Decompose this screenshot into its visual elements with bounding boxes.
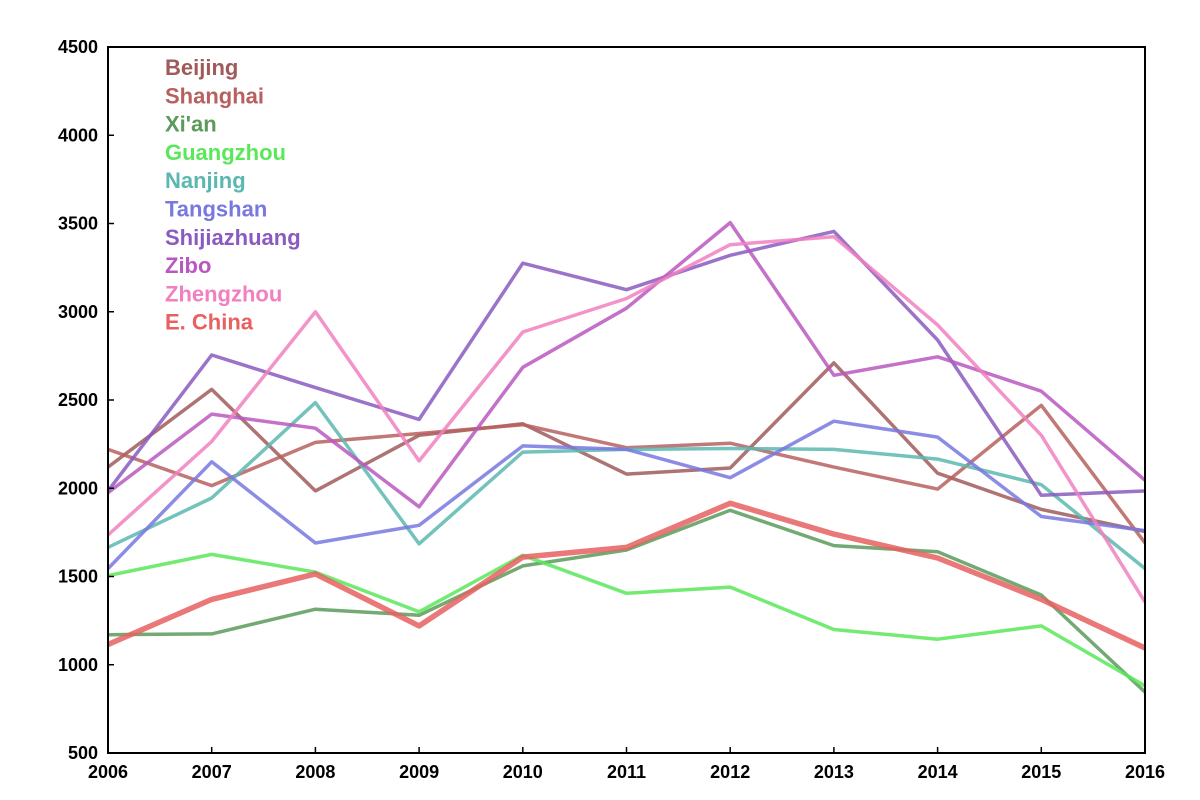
y-tick-label: 4000 [58, 125, 98, 145]
legend-entry-xi-an: Xi'an [165, 112, 217, 137]
y-tick-label: 2500 [58, 390, 98, 410]
series-line-shijiazhuang [106, 229, 1146, 498]
y-tick-label: 1000 [58, 655, 98, 675]
series-line-nanjing [107, 400, 1147, 570]
x-tick-label: 2010 [503, 762, 543, 782]
x-tick-label: 2015 [1021, 762, 1061, 782]
x-tick-label: 2014 [918, 762, 958, 782]
y-tick-label: 2000 [58, 478, 98, 498]
series-line-zhengzhou [106, 234, 1147, 604]
x-tick-label: 2016 [1125, 762, 1165, 782]
legend-entry-nanjing: Nanjing [165, 168, 246, 193]
x-tick-label: 2009 [399, 762, 439, 782]
x-tick-label: 2007 [192, 762, 232, 782]
series-line-tangshan [106, 419, 1146, 570]
y-tick-label: 3500 [58, 214, 98, 234]
x-tick-label: 2013 [814, 762, 854, 782]
legend-entry-zhengzhou: Zhengzhou [165, 281, 282, 306]
legend-entry-beijing: Beijing [165, 55, 238, 80]
x-tick-label: 2011 [607, 762, 646, 782]
y-tick-label: 1500 [58, 567, 98, 587]
legend-entry-tangshan: Tangshan [165, 197, 267, 222]
y-axis: 500 1000 1500 2000 2500 3000 3500 4000 4500 [58, 37, 114, 763]
series-line-zibo [106, 220, 1147, 509]
y-tick-label: 4500 [58, 37, 98, 57]
x-tick-label: 2006 [88, 762, 128, 782]
legend-entry-zibo: Zibo [165, 253, 211, 278]
legend-entry-e-china: E. China [165, 310, 254, 335]
x-axis: 2006 2007 2008 2009 2010 2011 2012 2013 2014 2015… [88, 747, 1165, 782]
y-tick-label: 500 [68, 743, 98, 763]
legend-entry-guangzhou: Guangzhou [165, 140, 286, 165]
legend: Beijing Shanghai Xi'an Guangzhou Nanjing Tang… [165, 55, 301, 335]
x-tick-label: 2012 [710, 762, 750, 782]
y-tick-label: 3000 [58, 302, 98, 322]
series-line-xi-an [107, 508, 1147, 694]
x-tick-label: 2008 [295, 762, 335, 782]
legend-entry-shijiazhuang: Shijiazhuang [165, 225, 301, 250]
legend-entry-shanghai: Shanghai [165, 83, 264, 108]
series-line-e-china [106, 500, 1147, 651]
series-layer [106, 220, 1147, 694]
series-line-guangzhou [107, 552, 1146, 688]
